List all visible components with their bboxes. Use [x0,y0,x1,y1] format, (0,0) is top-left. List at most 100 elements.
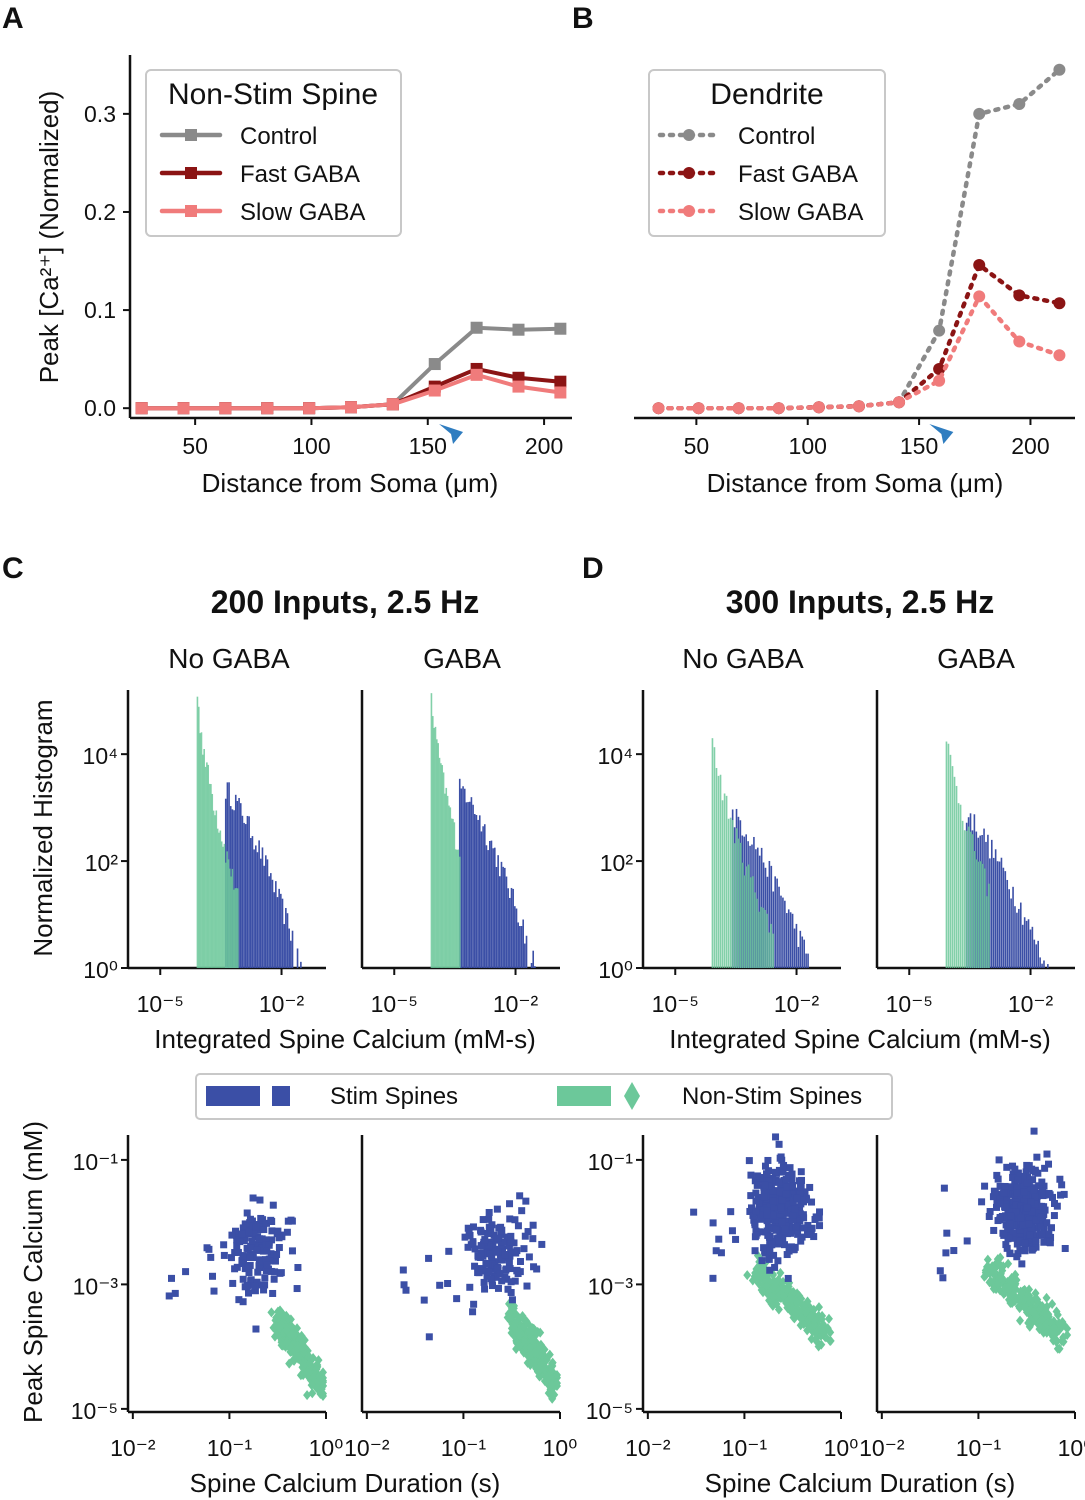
nonstim-histogram-bar [458,856,461,968]
data-point [933,374,946,387]
stim-histogram-bar [285,907,287,968]
stim-scatter-point [778,1196,786,1204]
panel-b-legend-box [648,69,886,237]
stim-scatter-point [485,1268,493,1276]
data-point [219,402,232,415]
nonstim-scatter-point [1042,1292,1051,1303]
stim-scatter-point [469,1239,477,1247]
stim-scatter-point [1031,1232,1039,1240]
stim-legend-bar-swatch [206,1086,260,1106]
x-tick-label: 10⁰ [824,1435,859,1461]
stim-scatter-point [529,1221,537,1229]
x-tick-label: 200 [1011,433,1049,459]
nonstim-scatter-point [996,1260,1005,1271]
stim-histogram-bar [770,865,773,968]
stim-scatter-point [248,1237,256,1245]
stim-histogram-bar [517,922,519,968]
stim-scatter-point [796,1217,804,1225]
stim-scatter-point [1012,1201,1020,1209]
stim-histogram-bar [488,840,491,968]
stim-scatter-point [453,1295,461,1303]
nonstim-scatter-point [983,1254,992,1265]
stim-scatter-point [768,1237,776,1245]
stim-scatter-point [487,1225,495,1233]
nonstim-scatter-point [1024,1317,1033,1328]
nonstim-scatter-point [1003,1282,1012,1293]
stim-scatter-point [487,1275,495,1283]
stim-scatter-point [765,1167,773,1175]
nonstim-legend-diamond-marker [624,1082,640,1110]
stim-scatter-point [816,1222,824,1230]
nonstim-histogram-bar [449,807,452,968]
nonstim-scatter-point [790,1313,799,1324]
stim-histogram-bar [256,852,259,968]
stim-scatter-point [233,1232,241,1240]
nonstim-scatter-point [826,1335,835,1346]
data-point [303,402,316,415]
stim-scatter-point [986,1208,994,1216]
stim-scatter-point [769,1187,777,1195]
nonstim-histogram-bar [748,864,750,968]
nonstim-histogram-bar [766,913,768,968]
nonstim-histogram-bar [768,932,770,968]
legend-label-control: Control [240,123,317,150]
stim-scatter-point [783,1183,791,1191]
nonstim-scatter-point [298,1342,307,1353]
stim-histogram-bar [296,948,299,968]
nonstim-histogram-bar [208,783,211,968]
nonstim-histogram-bar [231,868,234,968]
stim-histogram-bar [785,913,788,968]
stim-scatter-point [277,1269,285,1277]
stim-scatter-point [253,1278,261,1286]
stim-histogram-bar [793,928,796,968]
stim-scatter-point [760,1193,768,1201]
stim-histogram-bar [1035,944,1038,968]
stim-scatter-point [239,1224,247,1232]
stim-scatter-point [490,1231,498,1239]
stim-scatter-point [1013,1189,1021,1197]
stim-scatter-point [1030,1186,1038,1194]
stim-scatter-point [717,1249,725,1257]
nonstim-histogram-bar [433,728,435,968]
stim-scatter-point [1003,1163,1011,1171]
nonstim-scatter-point [811,1334,820,1345]
nonstim-histogram-bar [770,923,772,968]
stim-histogram-bar [787,909,790,968]
stim-scatter-point [234,1248,242,1256]
x-tick-label: 10⁻² [859,1435,905,1461]
nonstim-scatter-point [1055,1318,1064,1329]
stim-scatter-point [1032,1237,1040,1245]
nonstim-scatter-point [312,1364,321,1375]
nonstim-scatter-point [267,1307,276,1318]
stim-scatter-point [1038,1178,1046,1186]
panel-d-subtitle-gaba: GABA [937,643,1015,674]
stim-scatter-point [283,1228,291,1236]
stim-scatter-point [485,1208,493,1216]
stim-scatter-point [1016,1229,1024,1237]
stim-scatter-point [789,1216,797,1224]
stim-histogram-bar [1043,960,1045,968]
nonstim-histogram-bar [431,716,434,968]
stim-histogram-bar [246,815,249,968]
panel-d-scatter-gaba: 10⁻² 10⁻¹ 10⁰ [859,1127,1085,1461]
stim-scatter-point [763,1207,771,1215]
stim-histogram-bar [1033,939,1036,968]
stim-histogram-bar [270,873,272,968]
stim-scatter-point [516,1257,524,1265]
stim-scatter-point [1002,1241,1010,1249]
stim-scatter-point [773,1217,781,1225]
stim-scatter-point [1030,1127,1038,1135]
y-tick-label: 10⁴ [598,743,633,769]
nonstim-histogram-bar [741,862,744,968]
stim-scatter-point [758,1257,766,1265]
panel-letter-c: C [2,552,24,585]
nonstim-histogram-bar [959,804,962,968]
nonstim-scatter-point [987,1264,996,1275]
nonstim-histogram-bar [965,830,968,968]
stim-scatter-point [270,1275,278,1283]
stim-scatter-point [1018,1260,1026,1268]
stim-scatter-point [978,1198,986,1206]
stim-scatter-point [709,1274,717,1282]
stim-scatter-point [479,1216,487,1224]
nonstim-scatter-point [1048,1298,1057,1309]
